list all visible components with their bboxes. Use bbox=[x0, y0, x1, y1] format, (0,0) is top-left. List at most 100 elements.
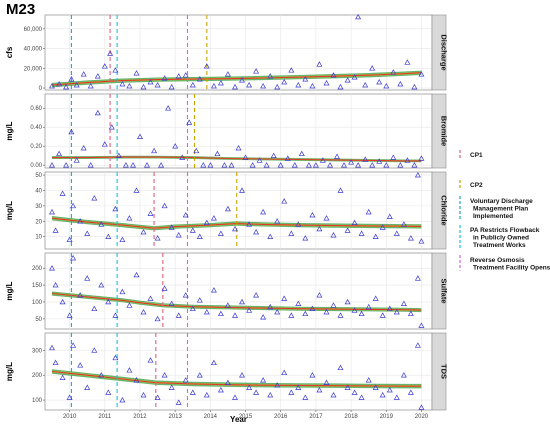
data-point bbox=[253, 228, 260, 235]
facet-strip bbox=[431, 252, 447, 330]
data-point bbox=[341, 162, 347, 168]
legend-label: Voluntary Discharge bbox=[470, 198, 533, 205]
data-point bbox=[246, 384, 253, 390]
x-tick-label: 2014 bbox=[204, 414, 218, 420]
data-point bbox=[101, 63, 108, 69]
data-point bbox=[260, 314, 267, 320]
data-point bbox=[239, 298, 245, 305]
data-point bbox=[154, 394, 161, 400]
data-point bbox=[291, 162, 298, 168]
data-point bbox=[344, 298, 351, 305]
x-tick-label: 2016 bbox=[274, 414, 288, 420]
data-point bbox=[418, 155, 425, 161]
data-point bbox=[295, 221, 302, 227]
data-point bbox=[372, 295, 379, 301]
data-point bbox=[418, 404, 425, 410]
y-tick-label: 40,000 bbox=[24, 47, 43, 53]
data-point bbox=[98, 281, 105, 288]
x-tick-label: 2017 bbox=[309, 414, 323, 420]
data-point bbox=[49, 265, 55, 271]
data-point bbox=[274, 382, 281, 388]
data-point bbox=[196, 233, 203, 239]
data-point bbox=[288, 67, 295, 73]
x-tick-label: 2020 bbox=[415, 414, 429, 420]
data-point bbox=[414, 342, 421, 348]
data-point bbox=[239, 372, 245, 378]
data-point bbox=[207, 162, 214, 168]
data-point bbox=[330, 72, 337, 78]
x-tick-label: 2012 bbox=[133, 414, 147, 420]
data-point bbox=[154, 315, 161, 322]
data-point bbox=[217, 310, 224, 317]
data-point bbox=[365, 208, 372, 215]
data-point bbox=[407, 389, 414, 395]
data-point bbox=[260, 82, 267, 89]
data-point bbox=[288, 230, 295, 236]
data-point bbox=[302, 235, 309, 241]
data-point bbox=[232, 225, 238, 232]
data-point bbox=[393, 308, 400, 315]
data-point bbox=[253, 389, 260, 395]
data-point bbox=[119, 236, 126, 243]
data-point bbox=[414, 275, 421, 281]
data-point bbox=[348, 159, 355, 165]
data-point bbox=[316, 292, 323, 298]
data-point bbox=[154, 81, 161, 88]
data-point bbox=[295, 384, 302, 390]
data-point bbox=[246, 307, 253, 313]
data-point bbox=[70, 202, 77, 209]
data-point bbox=[112, 312, 119, 318]
facet-label: Chloride bbox=[440, 195, 449, 225]
data-point bbox=[316, 386, 323, 393]
y-tick-label: 100 bbox=[32, 300, 43, 306]
data-point bbox=[68, 75, 75, 82]
data-point bbox=[105, 389, 112, 395]
y-tick-label: 200 bbox=[32, 373, 43, 379]
data-point bbox=[196, 75, 203, 82]
data-point bbox=[87, 82, 94, 89]
data-point bbox=[383, 162, 390, 168]
data-point bbox=[147, 78, 154, 85]
data-point bbox=[210, 359, 217, 366]
data-point bbox=[52, 227, 59, 233]
data-point bbox=[253, 292, 260, 298]
data-point bbox=[56, 150, 63, 157]
data-point bbox=[330, 391, 337, 398]
data-point bbox=[221, 162, 228, 168]
data-point bbox=[112, 354, 119, 361]
data-point bbox=[228, 162, 235, 168]
data-point bbox=[133, 70, 140, 76]
legend-label: PA Restricts Flowback bbox=[470, 227, 540, 234]
data-point bbox=[330, 302, 337, 308]
data-point bbox=[277, 162, 284, 168]
data-point bbox=[298, 150, 305, 157]
data-point bbox=[288, 389, 295, 395]
data-point bbox=[246, 221, 253, 227]
data-point bbox=[334, 153, 340, 159]
data-point bbox=[281, 78, 288, 85]
data-point bbox=[122, 162, 129, 168]
data-point bbox=[77, 292, 84, 298]
data-point bbox=[351, 389, 358, 395]
data-point bbox=[404, 59, 411, 65]
data-point bbox=[119, 288, 126, 295]
data-point bbox=[217, 386, 224, 393]
data-point bbox=[239, 76, 245, 83]
data-point bbox=[217, 79, 224, 86]
data-point bbox=[309, 372, 316, 378]
data-point bbox=[147, 210, 154, 216]
data-point bbox=[327, 162, 333, 168]
legend-label: Reverse Osmosis bbox=[470, 257, 525, 264]
data-point bbox=[182, 72, 189, 78]
x-axis-title: Year bbox=[230, 415, 247, 424]
data-point bbox=[140, 308, 147, 315]
data-point bbox=[355, 13, 362, 20]
data-point bbox=[379, 391, 386, 398]
facet-label: TDS bbox=[440, 364, 449, 379]
data-point bbox=[189, 389, 196, 395]
legend-label: in Publicly Owned bbox=[473, 235, 529, 242]
data-point bbox=[77, 218, 84, 224]
data-point bbox=[182, 211, 189, 218]
data-point bbox=[168, 224, 175, 230]
data-point bbox=[323, 79, 330, 86]
